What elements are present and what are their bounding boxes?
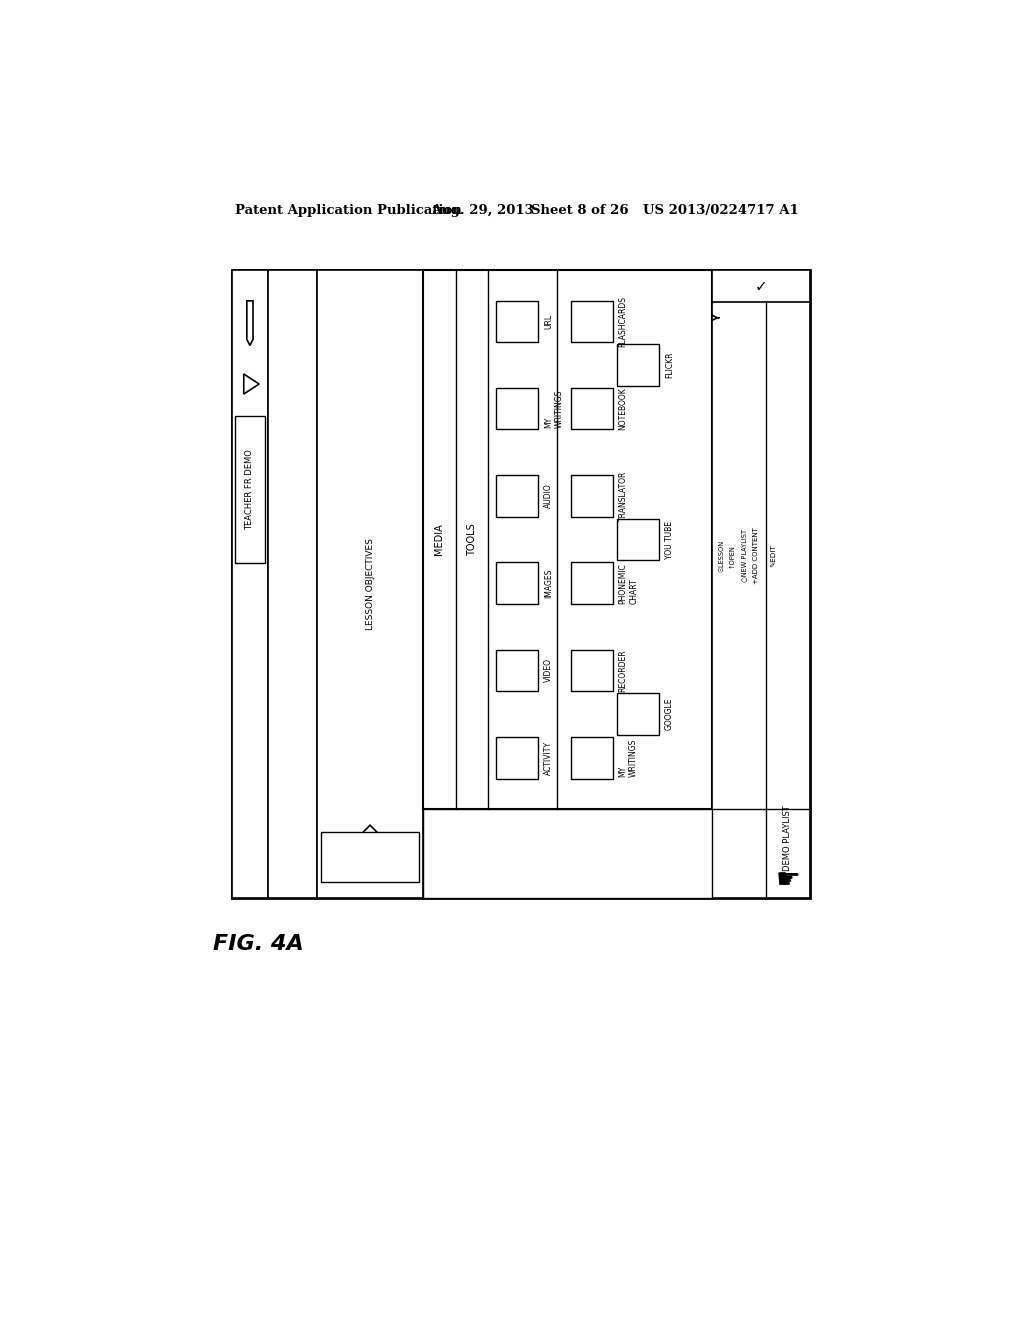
Text: NOTEBOOK: NOTEBOOK bbox=[618, 387, 628, 430]
Bar bbox=[712, 271, 810, 898]
Text: VIDEO: VIDEO bbox=[544, 659, 553, 682]
Bar bbox=[617, 345, 658, 385]
Text: Sheet 8 of 26: Sheet 8 of 26 bbox=[531, 205, 629, 218]
Bar bbox=[359, 841, 381, 867]
Text: URL: URL bbox=[544, 314, 553, 329]
Bar bbox=[267, 271, 316, 898]
Bar bbox=[232, 271, 267, 898]
Text: MY
WRITINGS: MY WRITINGS bbox=[618, 738, 638, 777]
Text: TEACHER FR DEMO: TEACHER FR DEMO bbox=[246, 449, 254, 529]
Text: ○NEW PLAYLIST: ○NEW PLAYLIST bbox=[741, 529, 748, 582]
Text: FLICKR: FLICKR bbox=[665, 351, 674, 379]
Text: MEDIA: MEDIA bbox=[434, 524, 444, 556]
Text: +ADD CONTENT: +ADD CONTENT bbox=[754, 527, 760, 585]
Polygon shape bbox=[354, 825, 385, 841]
Text: Patent Application Publication: Patent Application Publication bbox=[234, 205, 461, 218]
Text: RECORDER: RECORDER bbox=[618, 649, 628, 692]
Bar bbox=[497, 737, 538, 779]
Text: MY
WRITINGS: MY WRITINGS bbox=[544, 389, 563, 428]
Bar bbox=[423, 271, 712, 809]
Text: ✎EDIT: ✎EDIT bbox=[770, 544, 776, 568]
Bar bbox=[571, 301, 612, 342]
Bar bbox=[617, 519, 658, 560]
Bar bbox=[571, 737, 612, 779]
Bar bbox=[423, 809, 712, 898]
Bar bbox=[321, 832, 419, 882]
Text: LESSON OBJECTIVES: LESSON OBJECTIVES bbox=[366, 537, 375, 630]
Bar bbox=[571, 649, 612, 692]
Bar bbox=[316, 271, 423, 898]
Bar bbox=[497, 301, 538, 342]
Text: ☛: ☛ bbox=[775, 866, 800, 894]
Text: PHONEMIC
CHART: PHONEMIC CHART bbox=[618, 562, 638, 603]
Bar bbox=[571, 562, 612, 605]
Text: US 2013/0224717 A1: US 2013/0224717 A1 bbox=[643, 205, 799, 218]
Bar bbox=[497, 562, 538, 605]
Bar bbox=[571, 475, 612, 516]
Bar bbox=[712, 271, 810, 302]
Bar bbox=[571, 388, 612, 429]
Text: AUDIO: AUDIO bbox=[544, 483, 553, 508]
Bar bbox=[497, 388, 538, 429]
Text: FLASHCARDS: FLASHCARDS bbox=[618, 296, 628, 347]
Text: YOU TUBE: YOU TUBE bbox=[665, 520, 674, 558]
Text: Aug. 29, 2013: Aug. 29, 2013 bbox=[431, 205, 534, 218]
Text: IMAGES: IMAGES bbox=[544, 569, 553, 598]
Text: FIG. 4A: FIG. 4A bbox=[213, 933, 304, 954]
Text: ✓: ✓ bbox=[755, 279, 767, 294]
Text: ☉LESSON: ☉LESSON bbox=[718, 540, 724, 572]
Polygon shape bbox=[247, 301, 253, 346]
Text: ACTIVITY: ACTIVITY bbox=[544, 741, 553, 775]
Bar bbox=[232, 271, 810, 898]
Text: TRANSLATOR: TRANSLATOR bbox=[618, 471, 628, 521]
Bar bbox=[617, 693, 658, 735]
Text: GOOGLE: GOOGLE bbox=[665, 698, 674, 730]
Bar bbox=[497, 475, 538, 516]
Bar bbox=[497, 649, 538, 692]
Text: ↑OPEN: ↑OPEN bbox=[728, 544, 734, 568]
Text: DEMO PLAYLIST: DEMO PLAYLIST bbox=[783, 805, 793, 871]
Bar bbox=[236, 416, 264, 562]
Text: TOOLS: TOOLS bbox=[467, 523, 476, 556]
Polygon shape bbox=[244, 374, 259, 395]
